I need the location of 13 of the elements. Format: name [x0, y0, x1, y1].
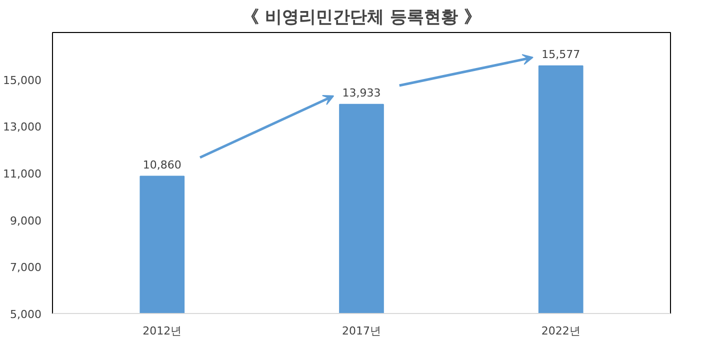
data-label: 15,577	[542, 48, 580, 61]
data-label: 13,933	[342, 86, 381, 100]
y-tick-label: 7,000	[10, 261, 42, 274]
x-tick-label: 2017년	[342, 324, 382, 338]
x-tick-label: 2012년	[142, 324, 182, 338]
chart-title: 《 비영리민간단체 등록현황 》	[242, 8, 481, 28]
y-tick-label: 15,000	[3, 74, 42, 87]
y-tick-label: 11,000	[3, 168, 42, 180]
data-label: 10,860	[142, 158, 182, 172]
y-tick-label: 13,000	[3, 120, 42, 134]
x-tick-label: 2022년	[541, 324, 580, 338]
y-tick-label: 5,000	[10, 308, 42, 321]
y-tick-label: 9,000	[10, 214, 42, 228]
